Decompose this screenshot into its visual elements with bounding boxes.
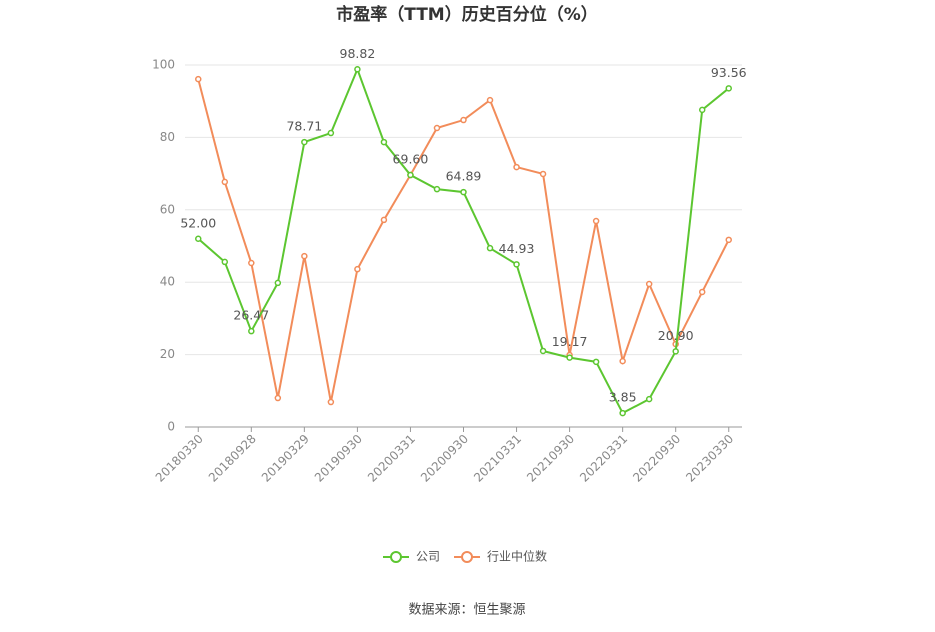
value-label: 20.90 xyxy=(658,328,694,343)
legend-label: 行业中位数 xyxy=(487,549,547,564)
point xyxy=(513,261,520,268)
legend-label: 公司 xyxy=(416,550,440,564)
series-line xyxy=(197,78,730,403)
x-tick-label: 20180928 xyxy=(206,432,259,485)
point xyxy=(619,357,626,365)
point xyxy=(221,178,229,186)
point xyxy=(354,265,361,273)
x-tick-label: 20210930 xyxy=(524,432,577,485)
point xyxy=(301,138,308,146)
point xyxy=(725,85,732,92)
point xyxy=(407,171,414,179)
source-note: 数据来源：恒生聚源 xyxy=(408,603,525,618)
point xyxy=(380,138,388,146)
value-label: 69.60 xyxy=(393,152,429,167)
point xyxy=(274,279,282,287)
point xyxy=(248,327,255,335)
value-label: 19.17 xyxy=(552,334,588,349)
point xyxy=(619,409,626,417)
value-label: 44.93 xyxy=(499,241,535,256)
x-tick-label: 20190329 xyxy=(259,432,312,485)
y-tick-label: 20 xyxy=(160,347,175,361)
point xyxy=(195,235,202,243)
point xyxy=(566,354,573,361)
x-tick-label: 20220331 xyxy=(577,432,630,485)
point xyxy=(486,244,494,252)
y-tick-label: 60 xyxy=(160,202,175,216)
point xyxy=(433,185,441,193)
point xyxy=(301,252,308,260)
x-tick-label: 20200331 xyxy=(365,432,418,485)
point xyxy=(327,129,335,137)
value-label: 52.00 xyxy=(180,215,216,230)
value-label: 3.85 xyxy=(609,390,637,405)
x-tick-label: 20190930 xyxy=(312,432,365,485)
point xyxy=(354,66,361,73)
point xyxy=(460,188,467,196)
value-label: 64.89 xyxy=(446,169,482,184)
point xyxy=(460,116,467,124)
x-tick-label: 20180330 xyxy=(153,432,206,485)
point xyxy=(221,258,229,266)
y-tick-label: 80 xyxy=(160,130,175,144)
x-tick-label: 20200930 xyxy=(418,432,471,485)
chart-title: 市盈率（TTM）历史百分位（%） xyxy=(336,4,598,25)
y-tick-label: 40 xyxy=(160,275,175,289)
point xyxy=(274,394,282,402)
x-tick-label: 20210331 xyxy=(471,432,524,485)
x-tick-label: 20230330 xyxy=(683,432,736,485)
point xyxy=(672,348,679,355)
point xyxy=(195,75,202,83)
point xyxy=(698,106,706,114)
point xyxy=(380,216,388,224)
x-tick-label: 20220930 xyxy=(630,432,683,485)
value-label: 26.47 xyxy=(233,308,269,323)
point xyxy=(539,347,547,355)
point xyxy=(248,259,255,267)
point xyxy=(645,280,653,288)
value-label: 78.71 xyxy=(286,119,322,134)
y-tick-label: 0 xyxy=(167,420,175,434)
point xyxy=(592,358,600,366)
y-tick-label: 100 xyxy=(152,58,175,72)
point xyxy=(486,96,494,104)
legend-marker xyxy=(390,551,402,563)
value-label: 98.82 xyxy=(340,46,376,61)
point xyxy=(433,124,441,132)
point xyxy=(698,288,706,296)
value-label: 93.56 xyxy=(711,65,747,80)
point xyxy=(327,398,335,406)
point xyxy=(725,236,732,244)
point xyxy=(645,395,653,403)
point xyxy=(592,217,600,225)
legend-marker xyxy=(461,551,474,563)
point xyxy=(539,170,547,178)
point xyxy=(513,163,520,171)
